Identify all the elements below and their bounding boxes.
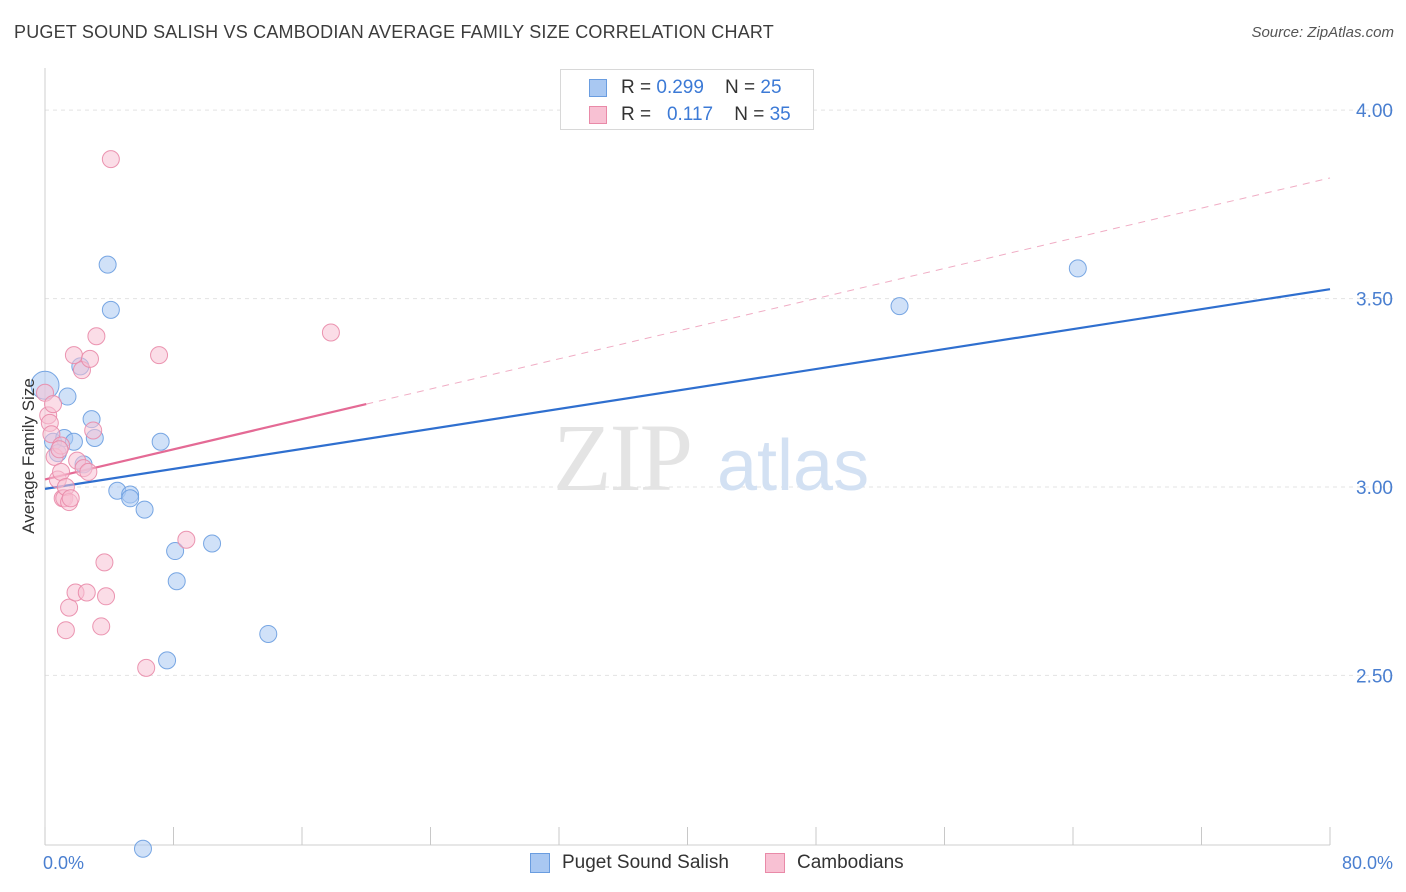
watermark-atlas: atlas	[717, 426, 869, 506]
chart-title: PUGET SOUND SALISH VS CAMBODIAN AVERAGE …	[14, 22, 774, 42]
cambodians-point	[64, 346, 83, 365]
cambodians-point	[80, 349, 99, 368]
watermark-zip: ZIP	[553, 404, 691, 511]
y-axis-label: Average Family Size	[19, 378, 38, 534]
y-tick-label: 3.00	[1356, 478, 1393, 499]
trend-line-salish	[44, 288, 1331, 490]
legend-swatch-cambodians	[589, 106, 607, 124]
salish-point	[98, 255, 117, 274]
cambodians-point	[79, 462, 98, 481]
salish-point	[151, 432, 170, 451]
cambodians-point	[52, 462, 71, 481]
salish-point	[135, 500, 154, 519]
bottom-legend-swatch-salish	[530, 853, 550, 873]
salish-point	[121, 489, 140, 508]
legend-n-value: 25	[760, 77, 782, 98]
trend-lines	[44, 177, 1331, 490]
cambodians-point	[177, 530, 196, 549]
cambodians-point	[61, 489, 80, 508]
x-tick-label-max: 80.0%	[1342, 853, 1393, 873]
salish-point	[1068, 259, 1087, 278]
cambodians-point	[95, 553, 114, 572]
salish-point	[167, 572, 186, 591]
y-tick-label: 3.50	[1356, 290, 1393, 311]
x-tick-label-min: 0.0%	[43, 853, 84, 873]
salish-point	[101, 300, 120, 319]
salish-point	[133, 839, 152, 858]
legend-r-value: 0.117	[666, 104, 714, 125]
salish-point	[203, 534, 222, 553]
trend-line-cambodians	[44, 403, 367, 481]
salish-point	[58, 387, 77, 406]
salish-point	[890, 297, 909, 316]
trend-line-extension	[366, 177, 1331, 405]
legend-swatch-salish	[589, 79, 607, 97]
cambodians-point	[92, 617, 111, 636]
correlation-legend: R = 0.299 N = 25 R = 0.117 N = 35	[560, 69, 814, 130]
watermark: ZIP atlas	[553, 404, 869, 511]
cambodians-point	[44, 395, 63, 414]
bottom-legend-label-cambodians: Cambodians	[797, 852, 904, 873]
cambodians-point	[150, 346, 169, 365]
salish-point	[166, 542, 185, 561]
y-tick-label: 4.00	[1356, 101, 1393, 122]
data-points	[30, 150, 1087, 858]
legend-n-label: N =	[725, 77, 761, 98]
cambodians-point	[50, 440, 69, 459]
cambodians-point	[321, 323, 340, 342]
cambodians-point	[101, 150, 120, 169]
salish-point	[158, 651, 177, 670]
legend-r-label: R =	[621, 77, 657, 98]
axes	[44, 68, 1331, 846]
cambodians-point	[60, 598, 79, 617]
legend-n-value: 35	[769, 104, 791, 125]
salish-point	[259, 624, 278, 643]
legend-r-label: R =	[621, 104, 657, 125]
source-label: Source: ZipAtlas.com	[1251, 24, 1394, 41]
cambodians-point	[97, 587, 116, 606]
bottom-legend-label-salish: Puget Sound Salish	[562, 852, 729, 873]
cambodians-point	[84, 421, 103, 440]
legend-r-value: 0.299	[656, 77, 704, 98]
cambodians-point	[137, 658, 156, 677]
cambodians-point	[56, 621, 75, 640]
cambodians-point	[87, 327, 106, 346]
y-tick-labels: 4.00 3.50 3.00 2.50	[1356, 101, 1393, 687]
cambodians-point	[77, 583, 96, 602]
y-tick-label: 2.50	[1356, 666, 1393, 687]
legend-n-label: N =	[734, 104, 770, 125]
bottom-legend-swatch-cambodians	[765, 853, 785, 873]
grid-lines	[45, 109, 1395, 676]
